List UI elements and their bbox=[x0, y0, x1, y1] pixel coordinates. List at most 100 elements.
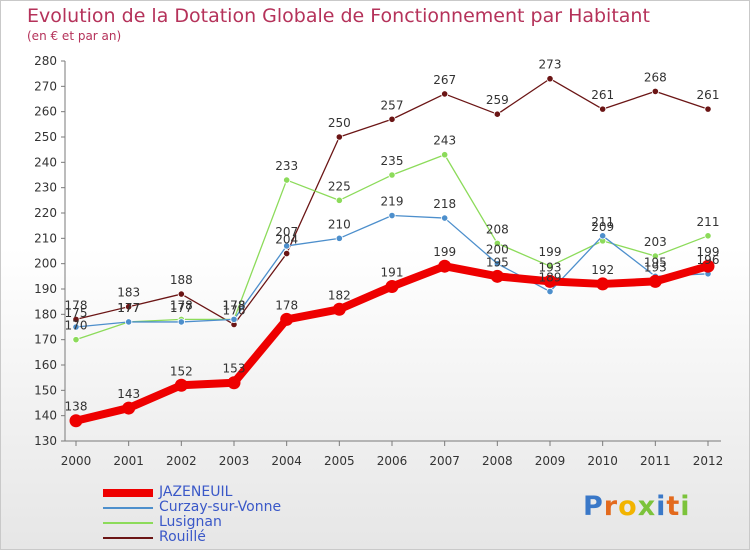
data-label: 250 bbox=[328, 116, 351, 130]
data-point bbox=[230, 315, 238, 323]
data-label: 209 bbox=[591, 220, 614, 234]
data-label: 170 bbox=[65, 319, 88, 333]
data-point bbox=[648, 274, 662, 288]
data-point bbox=[704, 232, 712, 240]
data-point bbox=[651, 252, 659, 260]
data-label: 273 bbox=[539, 58, 562, 72]
data-point bbox=[283, 242, 291, 250]
y-tick-label: 170 bbox=[34, 333, 57, 347]
data-point bbox=[546, 262, 554, 270]
proxiti-logo: Proxiti bbox=[583, 491, 691, 522]
data-label: 235 bbox=[381, 154, 404, 168]
data-label: 176 bbox=[223, 303, 246, 317]
data-label: 152 bbox=[170, 364, 193, 378]
chart-title: Evolution de la Dotation Globale de Fonc… bbox=[27, 5, 650, 27]
y-tick-label: 230 bbox=[34, 181, 57, 195]
legend-label: JAZENEUIL bbox=[159, 484, 233, 500]
data-label: 199 bbox=[697, 245, 720, 259]
data-label: 267 bbox=[433, 73, 456, 87]
y-tick-label: 280 bbox=[34, 54, 57, 68]
legend-swatch bbox=[103, 506, 153, 509]
legend-item: Curzay-sur-Vonne bbox=[103, 500, 281, 515]
data-label: 203 bbox=[644, 235, 667, 249]
data-label: 138 bbox=[65, 400, 88, 414]
data-point bbox=[335, 234, 343, 242]
legend-swatch bbox=[103, 536, 153, 539]
data-point bbox=[543, 274, 557, 288]
data-point bbox=[388, 115, 396, 123]
data-label: 193 bbox=[644, 260, 667, 274]
data-label: 196 bbox=[697, 253, 720, 267]
series-layer bbox=[69, 75, 715, 428]
y-tick-label: 160 bbox=[34, 358, 57, 372]
x-tick-label: 2007 bbox=[429, 454, 460, 468]
data-label: 183 bbox=[117, 286, 140, 300]
logo-letter: P bbox=[583, 491, 604, 522]
data-point bbox=[651, 87, 659, 96]
data-point bbox=[332, 302, 346, 316]
x-tick-label: 2004 bbox=[271, 454, 302, 468]
logo-letter: i bbox=[680, 491, 691, 522]
data-point bbox=[122, 401, 136, 415]
data-label: 199 bbox=[539, 245, 562, 259]
y-tick-label: 180 bbox=[34, 307, 57, 321]
data-label: 177 bbox=[170, 301, 193, 315]
data-point bbox=[701, 259, 715, 273]
y-tick-label: 220 bbox=[34, 206, 57, 220]
data-point bbox=[177, 318, 185, 326]
data-point bbox=[546, 75, 554, 83]
data-label: 218 bbox=[433, 197, 456, 211]
x-tick-label: 2012 bbox=[693, 454, 724, 468]
data-label: 178 bbox=[65, 298, 88, 312]
x-tick-label: 2006 bbox=[377, 454, 408, 468]
data-label: 199 bbox=[433, 245, 456, 259]
data-label: 210 bbox=[328, 217, 351, 231]
data-point bbox=[493, 260, 501, 268]
data-label: 195 bbox=[644, 255, 667, 269]
data-point bbox=[704, 105, 712, 113]
logo-letter: i bbox=[656, 491, 667, 522]
legend-label: Curzay-sur-Vonne bbox=[159, 499, 282, 515]
data-label: 268 bbox=[644, 70, 667, 84]
data-label: 211 bbox=[591, 215, 614, 229]
y-tick-label: 150 bbox=[34, 383, 57, 397]
data-point bbox=[493, 110, 501, 118]
data-point bbox=[599, 232, 607, 240]
data-label: 178 bbox=[223, 298, 246, 312]
data-label: 182 bbox=[328, 288, 351, 302]
data-label: 178 bbox=[223, 298, 246, 312]
x-tick-label: 2003 bbox=[219, 454, 250, 468]
data-label: 178 bbox=[275, 298, 298, 312]
logo-letter: o bbox=[618, 491, 638, 522]
legend-item: JAZENEUIL bbox=[103, 485, 281, 500]
data-label: 177 bbox=[117, 301, 140, 315]
data-point bbox=[546, 287, 554, 296]
data-point bbox=[438, 259, 452, 273]
data-label: 257 bbox=[381, 98, 404, 112]
data-label: 200 bbox=[486, 243, 509, 257]
data-label: 143 bbox=[117, 387, 140, 401]
y-tick-label: 130 bbox=[34, 434, 57, 448]
data-point bbox=[441, 151, 449, 159]
data-label: 208 bbox=[486, 222, 509, 236]
legend-label: Lusignan bbox=[159, 514, 222, 530]
logo-letter: t bbox=[666, 491, 681, 522]
data-label: 189 bbox=[539, 271, 562, 285]
data-point bbox=[69, 414, 83, 428]
x-tick-label: 2010 bbox=[587, 454, 618, 468]
data-point bbox=[493, 239, 501, 247]
y-tick-label: 210 bbox=[34, 231, 57, 245]
data-point bbox=[125, 318, 133, 326]
data-point bbox=[335, 196, 343, 204]
data-point bbox=[385, 279, 399, 293]
legend-label: Rouillé bbox=[159, 529, 206, 545]
data-point bbox=[72, 336, 80, 344]
data-point bbox=[227, 376, 241, 390]
y-tick-label: 260 bbox=[34, 105, 57, 119]
legend-item: Rouillé bbox=[103, 530, 281, 545]
data-point bbox=[490, 269, 504, 283]
data-point bbox=[388, 171, 396, 179]
data-label: 233 bbox=[275, 159, 298, 173]
